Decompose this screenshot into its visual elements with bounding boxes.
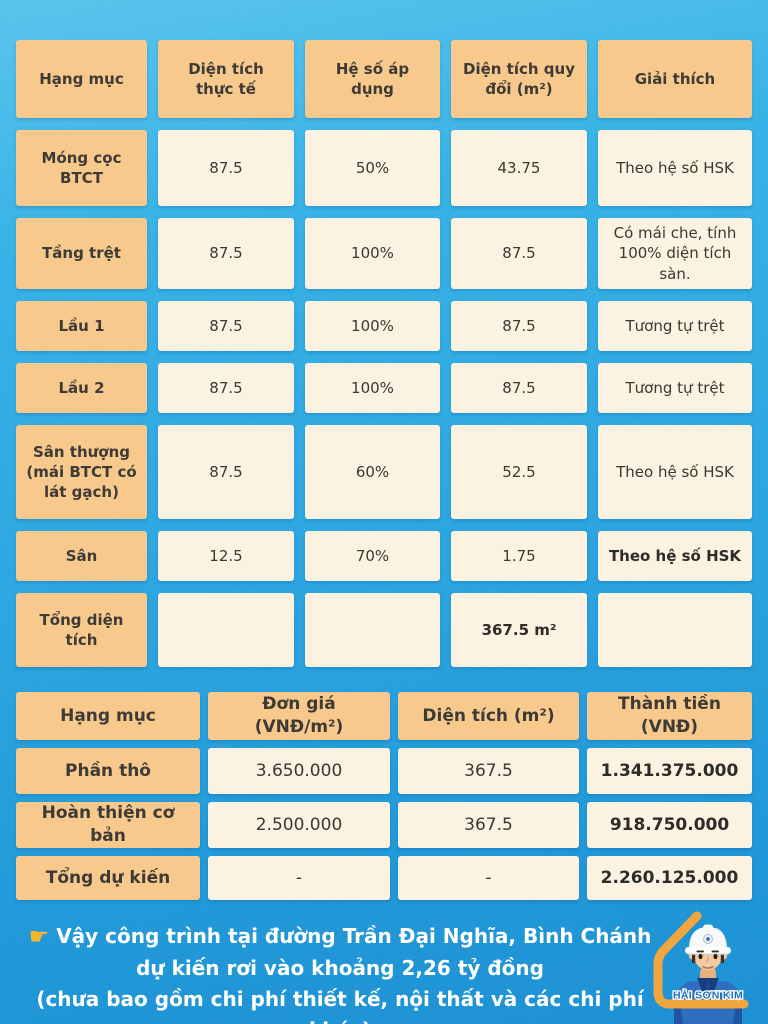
conclusion-line-3: (chưa bao gồm chi phí thiết kế, nội thất… [36, 987, 644, 1024]
cell-factor: 100% [305, 301, 440, 351]
cost-cell-area: 367.5 [398, 802, 579, 848]
cost-cell-price: - [208, 856, 390, 900]
conclusion-line-1-text: Vậy công trình tại đường Trần Đại Nghĩa,… [56, 924, 652, 948]
conclusion-line-2: dự kiến rơi vào khoảng 2,26 tỷ đồng [136, 956, 544, 980]
cost-row-label-total: Tổng dự kiến [16, 856, 200, 900]
row-label: Lầu 2 [16, 363, 147, 413]
cell-converted: 87.5 [451, 363, 587, 413]
cost-header-unit-price: Đơn giá (VNĐ/m²) [208, 692, 390, 740]
cell-converted: 1.75 [451, 531, 587, 581]
row-label: Móng cọc BTCT [16, 130, 147, 206]
cell-factor [305, 593, 440, 667]
cell-converted: 52.5 [451, 425, 587, 519]
cell-converted: 87.5 [451, 301, 587, 351]
cost-table: Hạng mục Đơn giá (VNĐ/m²) Diện tích (m²)… [16, 692, 752, 900]
cell-actual: 87.5 [158, 218, 294, 289]
cell-factor: 100% [305, 218, 440, 289]
row-label: Tầng trệt [16, 218, 147, 289]
cell-note: Theo hệ số HSK [598, 130, 752, 206]
row-label-total: Tổng diện tích [16, 593, 147, 667]
cost-cell-total: 918.750.000 [587, 802, 752, 848]
conversion-header-explanation: Giải thích [598, 40, 752, 118]
cost-cell-area: 367.5 [398, 748, 579, 794]
cell-note: Tương tự trệt [598, 363, 752, 413]
cost-row-label: Hoàn thiện cơ bản [16, 802, 200, 848]
cell-actual: 87.5 [158, 363, 294, 413]
cell-actual: 87.5 [158, 301, 294, 351]
cell-factor: 60% [305, 425, 440, 519]
engineer-figure [670, 924, 746, 1024]
cell-actual: 12.5 [158, 531, 294, 581]
row-label: Lầu 1 [16, 301, 147, 351]
brand-name: HẢI SƠN KIM [673, 989, 743, 1002]
pointing-finger-icon: ☛ [28, 924, 50, 950]
conversion-header-item: Hạng mục [16, 40, 147, 118]
cell-factor: 100% [305, 363, 440, 413]
cell-actual: 87.5 [158, 130, 294, 206]
cost-cell-total: 1.341.375.000 [587, 748, 752, 794]
cost-header-total: Thành tiền (VNĐ) [587, 692, 752, 740]
row-label: Sân thượng (mái BTCT có lát gạch) [16, 425, 147, 519]
cell-actual [158, 593, 294, 667]
conversion-header-factor: Hệ số áp dụng [305, 40, 440, 118]
cell-actual: 87.5 [158, 425, 294, 519]
cell-note: Tương tự trệt [598, 301, 752, 351]
cost-cell-price: 3.650.000 [208, 748, 390, 794]
cell-note: Theo hệ số HSK [598, 531, 752, 581]
cell-converted: 87.5 [451, 218, 587, 289]
cell-converted-total: 367.5 m² [451, 593, 587, 667]
conversion-header-converted-area: Diện tích quy đổi (m²) [451, 40, 587, 118]
cost-cell-price: 2.500.000 [208, 802, 390, 848]
cell-converted: 43.75 [451, 130, 587, 206]
cell-note: Theo hệ số HSK [598, 425, 752, 519]
brand-logo: HẢI SƠN KIM [647, 894, 765, 1024]
row-label: Sân [16, 531, 147, 581]
cell-note [598, 593, 752, 667]
cell-factor: 70% [305, 531, 440, 581]
cost-row-label: Phần thô [16, 748, 200, 794]
cost-cell-area: - [398, 856, 579, 900]
footer: ☛ Vậy công trình tại đường Trần Đại Nghĩa… [16, 921, 752, 1024]
conversion-header-actual-area: Diện tích thực tế [158, 40, 294, 118]
mascot-engineer-icon: HẢI SƠN KIM [653, 911, 749, 1024]
cost-header-item: Hạng mục [16, 692, 200, 740]
conclusion-line-1: ☛ Vậy công trình tại đường Trần Đại Nghĩa… [16, 921, 664, 953]
cell-factor: 50% [305, 130, 440, 206]
cell-note: Có mái che, tính 100% diện tích sàn. [598, 218, 752, 289]
cost-header-area: Diện tích (m²) [398, 692, 579, 740]
conclusion-note: ☛ Vậy công trình tại đường Trần Đại Nghĩa… [16, 921, 664, 1024]
conversion-table: Hạng mục Diện tích thực tế Hệ số áp dụng… [16, 40, 752, 667]
